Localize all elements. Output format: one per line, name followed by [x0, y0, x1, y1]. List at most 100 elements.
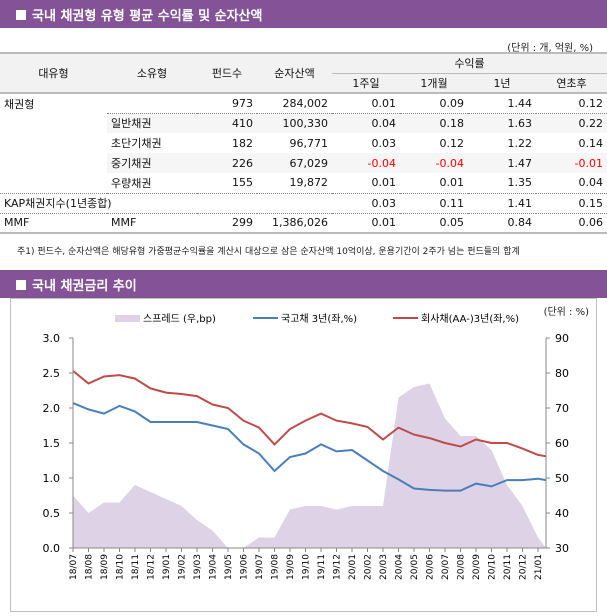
section-title: 국내 채권형 유형 평균 수익률 및 순자산액: [32, 9, 263, 24]
cell-y1: 1.63: [468, 113, 536, 133]
cell-assets: 19,872: [257, 173, 332, 194]
cell-y1: 1.22: [507, 136, 533, 150]
y-left-tick-label: 1.0: [43, 472, 61, 485]
cell-assets: 96,771: [289, 136, 329, 150]
x-tick-label: 20/06: [426, 554, 436, 580]
cell-assets: 100,330: [257, 113, 332, 133]
cell-m1: -0.04: [400, 153, 468, 173]
cell-y1: 0.84: [468, 213, 536, 234]
cell-minor: 우량채권: [107, 173, 197, 194]
cell-ytd: -0.01: [536, 153, 607, 173]
table-row: 일반채권 410 100,330 0.04 0.18 1.63 0.22: [0, 113, 607, 133]
section-header-bond-rates: 국내 채권금리 추이: [0, 270, 607, 298]
cell-assets: [257, 193, 332, 214]
x-tick-label: 20/07: [441, 554, 451, 580]
square-bullet-icon: [16, 10, 26, 20]
x-tick-label: 20/02: [364, 554, 374, 580]
chart-frame: [10, 298, 597, 612]
table-row: 채권형 973 284,002 0.01 0.09 1.44 0.12: [0, 93, 607, 114]
header-returns: 수익률: [332, 52, 607, 73]
x-tick-label: 18/10: [116, 554, 126, 580]
y-left-tick-label: 1.5: [43, 437, 61, 450]
x-tick-label: 20/10: [488, 554, 498, 580]
cell-w1: -0.04: [332, 153, 400, 173]
legend-label: 스프레드 (우,bp): [143, 313, 216, 325]
cell-major: [0, 133, 107, 153]
y-right-tick-label: 40: [555, 507, 569, 520]
cell-assets: 284,002: [257, 93, 332, 114]
cell-major: [0, 173, 107, 194]
cell-m1: 0.09: [400, 93, 468, 114]
y-left-tick-label: 0.5: [43, 507, 61, 520]
x-tick-label: 19/11: [317, 554, 327, 580]
cell-m1: 0.18: [400, 113, 468, 133]
section-header-fund-returns: 국내 채권형 유형 평균 수익률 및 순자산액: [0, 0, 607, 28]
x-tick-label: 19/08: [271, 554, 281, 580]
header-fund-count: 펀드수: [197, 52, 257, 94]
cell-ytd: 0.06: [536, 213, 607, 234]
cell-funds: 182: [232, 136, 253, 150]
x-tick-label: 19/05: [224, 554, 234, 580]
header-minor-type: 소유형: [107, 52, 197, 94]
header-net-assets: 순자산액: [257, 52, 332, 94]
cell-major: [0, 153, 107, 173]
header-ytd: 연초후: [536, 72, 607, 94]
y-left-tick-label: 2.5: [43, 367, 61, 380]
y-left-tick-label: 3.0: [43, 332, 61, 345]
cell-m1: 0.12: [439, 136, 465, 150]
y-left-tick-label: 0.0: [43, 542, 61, 555]
bond-rate-chart: 0.0 0.5 1.0 1.5 2.0 2.5 3.0 30 40 50 60 70 80 90 18/07…: [43, 313, 570, 580]
x-tick-label: 19/04: [209, 554, 219, 580]
cell-y1: 1.35: [468, 173, 536, 194]
chart-unit-label: (단위 : %): [543, 307, 589, 318]
cell-minor: MMF: [107, 213, 197, 234]
x-tick-label: 19/03: [193, 554, 203, 580]
cell-m1: 0.01: [400, 173, 468, 194]
cell-minor: 일반채권: [107, 113, 197, 133]
cell-funds: 155: [197, 173, 257, 194]
header-1w: 1주일: [332, 72, 400, 94]
table-row: MMF MMF 299 1,386,026 0.01 0.05 0.84 0.06: [0, 213, 607, 234]
cell-ytd: 0.12: [536, 93, 607, 114]
cell-minor: [107, 93, 197, 114]
cell-y1: 1.47: [468, 153, 536, 173]
x-tick-label: 18/12: [147, 554, 157, 580]
cell-w1: 0.01: [332, 173, 400, 194]
cell-major: [0, 113, 107, 133]
cell-funds: 973: [197, 93, 257, 114]
cell-major: MMF: [0, 213, 107, 234]
cell-y1: 1.44: [468, 93, 536, 114]
x-tick-label: 19/07: [255, 554, 265, 580]
y-right-tick-label: 70: [555, 402, 569, 415]
y-right-tick-label: 80: [555, 367, 569, 380]
cell-m1: 0.11: [400, 193, 468, 214]
returns-table: 대유형 소유형 펀드수 순자산액 수익률 1주일 1개월 1년 연초후 채권형 973 284,0…: [0, 52, 607, 234]
x-tick-label: 20/03: [379, 554, 389, 580]
cell-ytd: 0.15: [536, 193, 607, 214]
series-line-1: [72, 402, 547, 492]
cell-y1: 1.41: [468, 193, 536, 214]
y-right-tick-label: 30: [555, 542, 569, 555]
table-row: 우량채권 155 19,872 0.01 0.01 1.35 0.04: [0, 173, 607, 194]
legend-label: 국고채 3년(좌,%): [281, 313, 357, 325]
header-1m: 1개월: [400, 72, 468, 94]
cell-w1: 0.03: [371, 136, 397, 150]
legend-swatch: [115, 315, 140, 322]
section-title: 국내 채권금리 추이: [32, 279, 137, 294]
x-tick-label: 19/10: [302, 554, 312, 580]
cell-major: KAP채권지수(1년종합): [0, 193, 112, 214]
x-tick-label: 20/08: [457, 554, 467, 580]
cell-minor: 초단기채권: [111, 137, 162, 150]
cell-ytd: 0.22: [536, 113, 607, 133]
x-tick-label: 18/07: [69, 554, 79, 580]
cell-major: 채권형: [4, 97, 35, 111]
cell-w1: 0.04: [332, 113, 400, 133]
cell-funds: 299: [197, 213, 257, 234]
y-left-tick-label: 2.0: [43, 402, 61, 415]
square-bullet-icon: [16, 280, 26, 290]
legend-label: 회사채(AA-)3년(좌,%): [421, 313, 519, 325]
x-tick-label: 20/09: [472, 554, 482, 580]
cell-assets: 67,029: [257, 153, 332, 173]
cell-minor: 중기채권: [107, 153, 197, 173]
x-tick-label: 20/12: [519, 554, 529, 580]
